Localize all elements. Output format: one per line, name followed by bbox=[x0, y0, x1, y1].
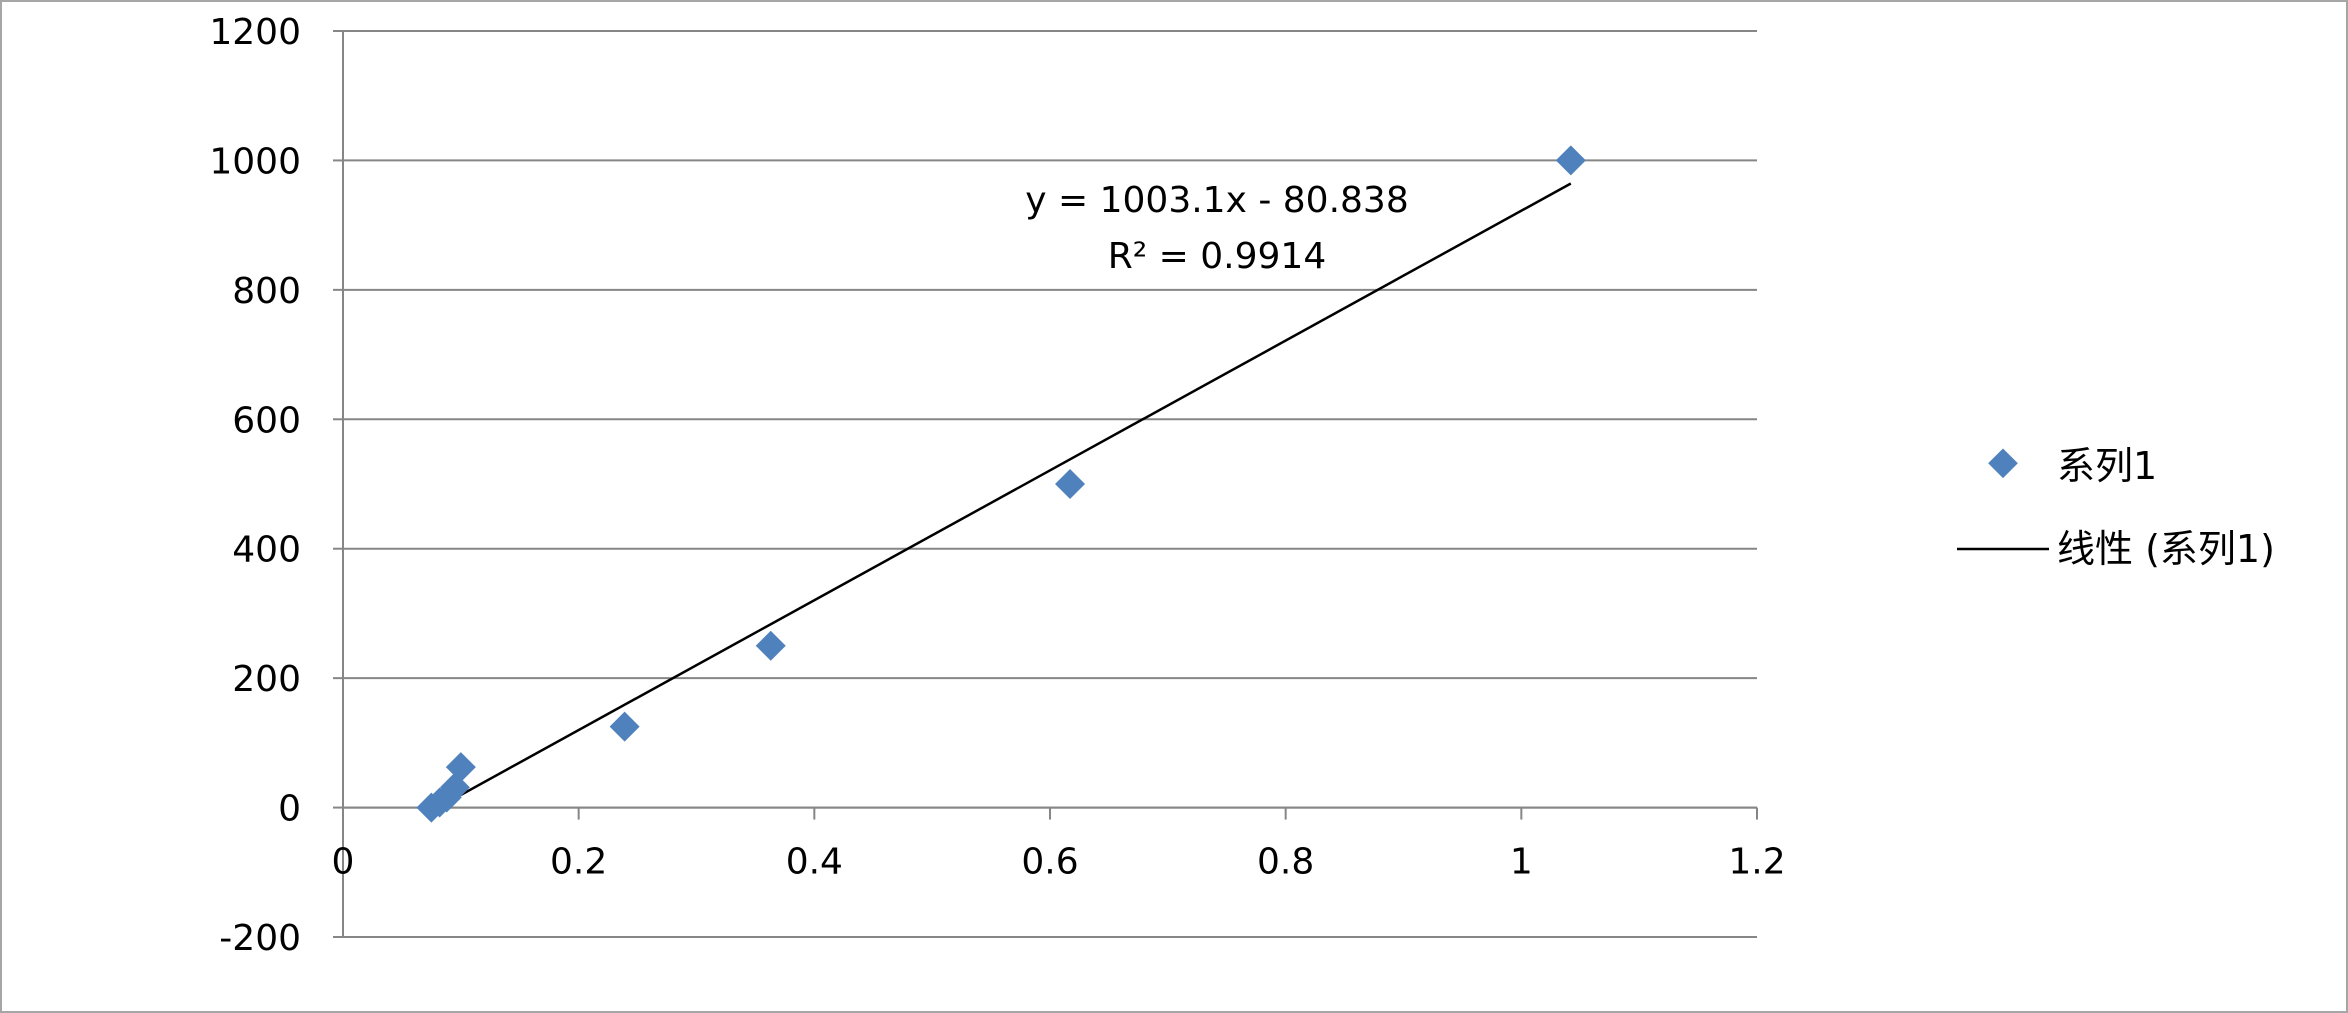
x-tick-label: 0.4 bbox=[786, 842, 843, 883]
trendline-layer bbox=[430, 182, 1572, 813]
x-tick-label: 0.2 bbox=[550, 842, 607, 883]
y-tick-label: 200 bbox=[232, 659, 301, 700]
y-tick-label: 0 bbox=[278, 789, 301, 830]
x-tick-label: 0.8 bbox=[1257, 842, 1314, 883]
legend-marker-diamond bbox=[1988, 448, 2018, 479]
legend-trendline-label: 线性 (系列1) bbox=[2057, 527, 2275, 571]
x-tick-label: 0 bbox=[332, 842, 355, 883]
trendline bbox=[430, 182, 1572, 813]
data-point bbox=[755, 630, 786, 661]
legend-series-label: 系列1 bbox=[2057, 444, 2157, 488]
data-point bbox=[1555, 145, 1586, 176]
tick-labels: -200 0 200 400 600 800 1000 1200 0 0.2 0.4 0.6 0.8 1 1… bbox=[209, 12, 1785, 959]
data-point bbox=[1055, 469, 1086, 499]
x-tick-label: 1 bbox=[1510, 842, 1533, 883]
y-tick-label: -200 bbox=[219, 918, 301, 959]
y-tick-label: 1000 bbox=[209, 141, 301, 182]
y-tick-label: 600 bbox=[232, 400, 301, 441]
data-point bbox=[445, 752, 476, 783]
trendline-r-squared: R² = 0.9914 bbox=[1108, 236, 1326, 277]
data-point bbox=[609, 711, 640, 742]
y-tick-label: 1200 bbox=[209, 12, 301, 53]
legend: 系列1 线性 (系列1) bbox=[1957, 444, 2275, 571]
axes bbox=[333, 30, 1758, 938]
x-tick-label: 0.6 bbox=[1021, 842, 1078, 883]
trendline-equation: y = 1003.1x - 80.838 bbox=[1025, 180, 1408, 221]
y-tick-label: 800 bbox=[232, 271, 301, 312]
data-points bbox=[416, 145, 1586, 823]
gridlines bbox=[343, 30, 1757, 938]
x-tick-label: 1.2 bbox=[1728, 842, 1785, 883]
y-tick-label: 400 bbox=[232, 530, 301, 571]
